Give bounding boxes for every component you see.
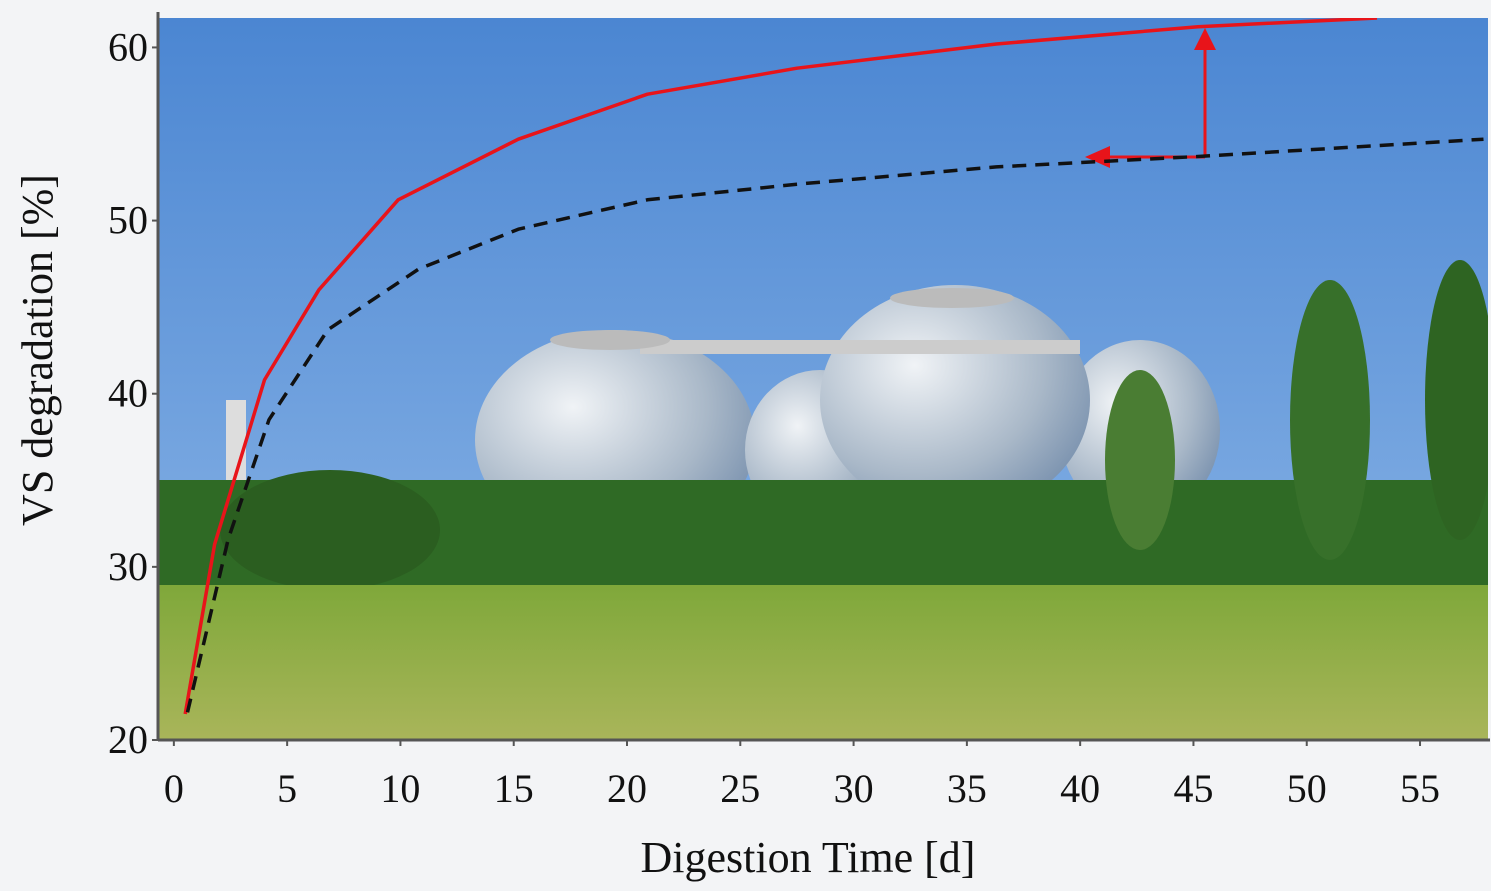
x-tick-label: 45: [1173, 766, 1213, 811]
y-tick-label: 20: [108, 717, 148, 762]
x-tick-label: 55: [1400, 766, 1440, 811]
y-tick-label: 30: [108, 544, 148, 589]
chart: Digestion Time [d] VS degradation [%] 20…: [0, 0, 1491, 886]
background-photo: [158, 18, 1491, 740]
y-tick-label: 50: [108, 198, 148, 243]
y-tick-label: 60: [108, 24, 148, 69]
x-tick-label: 50: [1287, 766, 1327, 811]
y-tick-label: 40: [108, 371, 148, 416]
x-tick-label: 35: [947, 766, 987, 811]
x-tick-label: 5: [277, 766, 297, 811]
y-axis-title: VS degradation [%]: [13, 174, 62, 526]
x-tick-label: 0: [164, 766, 184, 811]
x-tick-label: 15: [494, 766, 534, 811]
x-axis-title: Digestion Time [d]: [641, 833, 976, 882]
x-tick-label: 30: [834, 766, 874, 811]
x-tick-label: 40: [1060, 766, 1100, 811]
x-tick-label: 10: [380, 766, 420, 811]
x-tick-label: 25: [720, 766, 760, 811]
page: {"chart_data": {"type": "line", "x_label…: [0, 0, 1491, 886]
x-tick-label: 20: [607, 766, 647, 811]
